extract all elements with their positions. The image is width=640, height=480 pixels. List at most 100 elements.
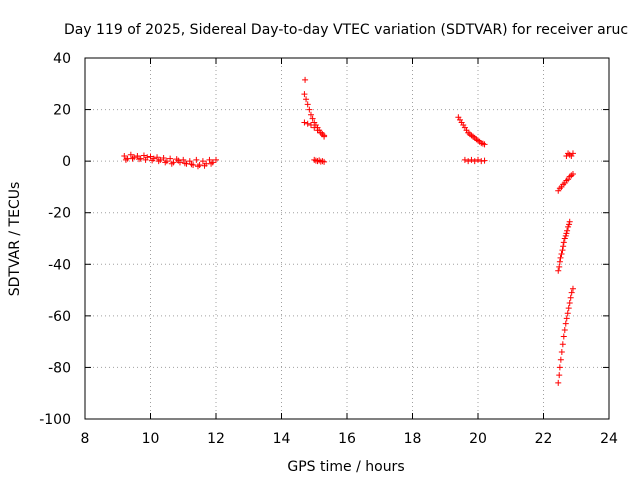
y-axis-title: SDTVAR / TECUs [7, 182, 23, 297]
data-point [569, 171, 576, 178]
data-point [564, 227, 571, 234]
data-point [475, 156, 481, 163]
tick-labels: 8 10 12 14 16 18 20 22 24 -100 -80 -60 -40 -20 0 20 40 [39, 51, 618, 447]
y-tick-label: -60 [48, 309, 71, 325]
data-point [565, 305, 572, 312]
data-point [321, 132, 328, 139]
series-arc-14h-lower [301, 119, 328, 139]
data-point [481, 157, 488, 164]
data-point [563, 315, 570, 322]
data-point [567, 294, 574, 301]
data-point [122, 156, 129, 163]
y-tick-label: 20 [53, 103, 71, 119]
data-point [465, 158, 472, 165]
data-point [154, 154, 161, 161]
data-point [201, 162, 208, 169]
data-point [309, 115, 316, 122]
x-tick-label: 14 [273, 431, 291, 447]
data-point [564, 310, 571, 317]
data-point [136, 156, 143, 163]
data-point [175, 157, 182, 164]
data-point [127, 151, 134, 158]
x-tick-label: 22 [535, 431, 553, 447]
data-point [307, 111, 314, 118]
data-point [566, 221, 573, 228]
series-cluster-22h-a [563, 150, 576, 159]
data-point [561, 235, 568, 242]
data-point [307, 122, 314, 129]
data-point [559, 247, 566, 254]
y-tick-label: -100 [39, 412, 71, 428]
data-point [134, 152, 141, 159]
x-tick-label: 8 [81, 431, 90, 447]
data-point [149, 157, 156, 164]
y-tick-label: 40 [53, 51, 71, 67]
series-flat-15h [311, 156, 328, 165]
data-point [558, 250, 565, 257]
data-point [317, 129, 324, 136]
data-point [304, 101, 311, 108]
data-point [559, 341, 566, 348]
data-point [468, 156, 475, 163]
data-point [188, 161, 195, 168]
data-point [180, 156, 187, 163]
data-point [461, 156, 468, 163]
x-tick-label: 18 [404, 431, 422, 447]
data-point [140, 152, 147, 159]
data-point [314, 127, 321, 134]
data-point [565, 223, 572, 230]
data-point [306, 106, 313, 113]
data-point [555, 267, 562, 274]
data-point [302, 76, 309, 83]
y-tick-label: -20 [48, 206, 71, 222]
data-point [155, 158, 162, 165]
ticks [84, 57, 610, 420]
data-point [478, 158, 485, 165]
series-cluster-22h-b [555, 171, 576, 194]
data-point [199, 158, 206, 165]
data-point [147, 153, 154, 160]
data-point [194, 163, 201, 170]
data-point [568, 289, 575, 296]
data-point [555, 379, 562, 386]
data-point [142, 156, 149, 163]
x-tick-label: 24 [600, 431, 618, 447]
data-point [566, 299, 573, 306]
data-point [560, 333, 567, 340]
data-point [301, 91, 308, 98]
data-point [206, 156, 213, 163]
series-band-morning [121, 151, 219, 170]
chart-title: Day 119 of 2025, Sidereal Day-to-day VTE… [64, 22, 628, 38]
data-point [556, 372, 563, 379]
plot-frame [84, 57, 610, 420]
data-point [560, 243, 567, 250]
series-cluster-22h-c [555, 218, 573, 274]
data-point [556, 258, 563, 265]
data-point [121, 152, 128, 159]
data-point [556, 364, 563, 371]
series-cluster-22h-d [555, 285, 576, 386]
data-point [471, 158, 478, 165]
series-flat-20h [461, 156, 488, 165]
data-point [208, 160, 215, 167]
grid [85, 58, 609, 419]
data-point [162, 159, 169, 166]
data-point [566, 218, 573, 225]
data-point [168, 160, 175, 167]
data-point [557, 356, 564, 363]
data-point [556, 263, 563, 270]
x-tick-label: 10 [142, 431, 160, 447]
data-point [193, 156, 200, 163]
data-point [562, 232, 569, 239]
data-point [561, 327, 568, 334]
data-point [304, 120, 311, 127]
data-point [569, 150, 576, 157]
data-point [311, 124, 318, 131]
data-point [569, 285, 576, 292]
x-tick-label: 20 [469, 431, 487, 447]
data-point [129, 155, 136, 162]
y-tick-label: -40 [48, 257, 71, 273]
data-point [160, 155, 167, 162]
